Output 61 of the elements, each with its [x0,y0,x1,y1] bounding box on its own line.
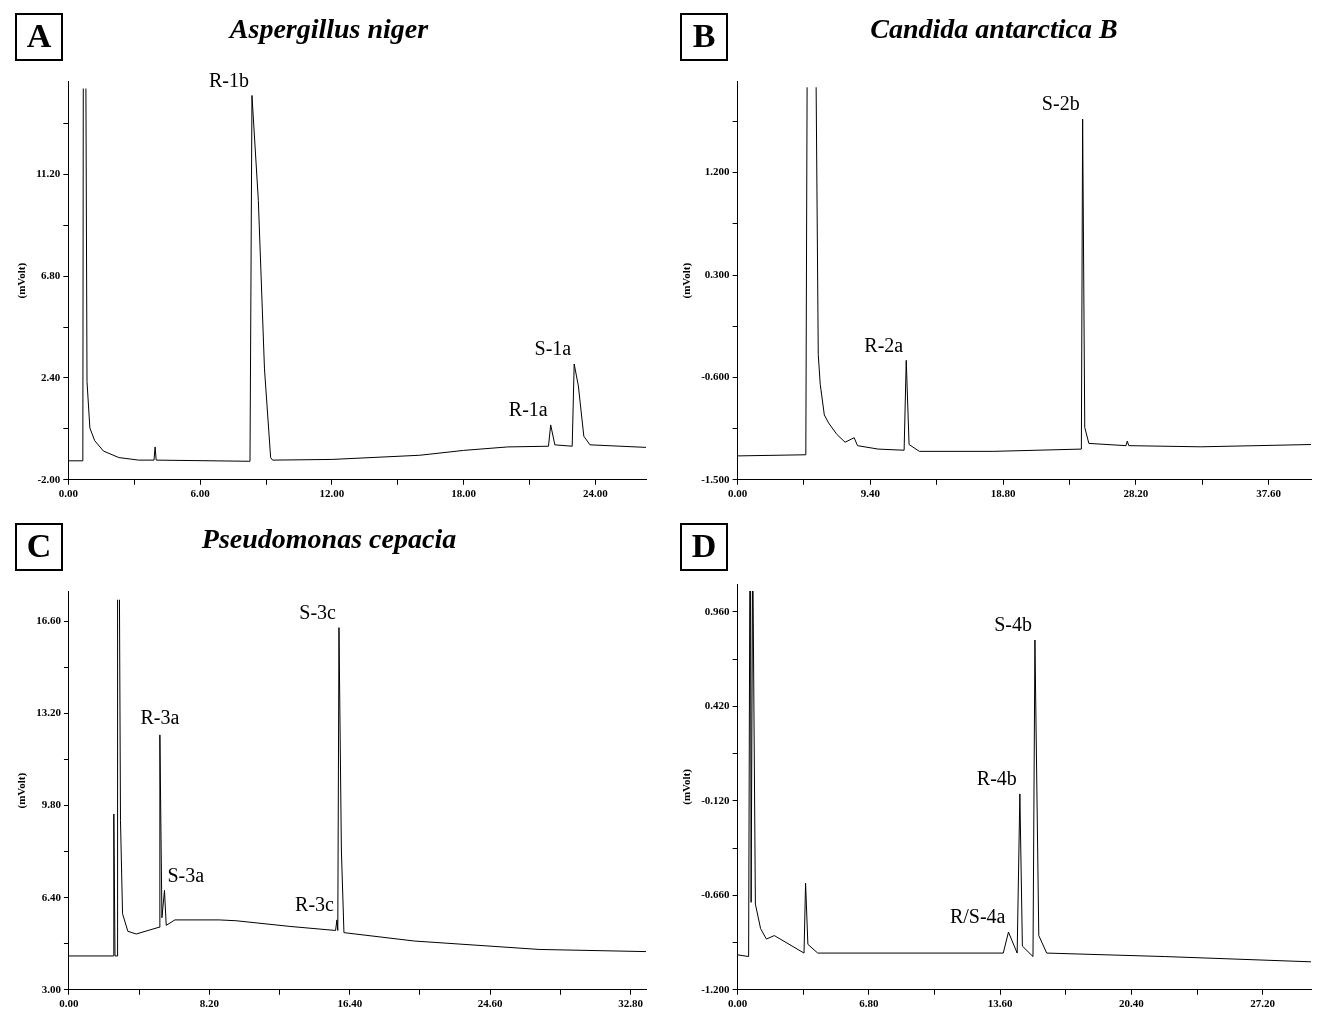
annotation: R-1b [208,68,249,91]
y-tick-label: 1.200 [704,165,731,178]
x-tick-label: 12.00 [319,487,345,500]
text: D [691,526,717,564]
y-axis-title: (mVolt) [15,772,29,809]
x-tick-label: 24.60 [477,997,504,1010]
y-tick-label: 6.40 [41,890,62,903]
annotation: S-3a [167,863,205,886]
text: B [692,16,716,54]
x-tick-label: 18.80 [990,487,1016,500]
annotation: S-4b [994,613,1032,636]
y-axis-title: (mVolt) [15,262,29,299]
annotation: R-1a [508,398,548,421]
x-tick-label: 0.00 [727,487,748,500]
x-tick-label: 27.20 [1250,997,1276,1010]
annotation: R-2a [864,333,904,356]
x-tick-label: 0.00 [59,997,80,1010]
y-axis-title: (mVolt) [680,768,694,805]
y-tick-label: 13.20 [36,706,62,719]
y-tick-label: 2.40 [41,370,61,383]
y-tick-label: 0.420 [704,699,731,712]
y-tick-label: -1.500 [701,472,731,485]
y-tick-label: 0.960 [704,604,731,617]
y-tick-label: 16.60 [36,614,62,627]
y-tick-label: -0.120 [701,793,731,806]
chart-title: Candida antarctica B [870,13,1118,45]
y-tick-label: 9.80 [41,798,62,811]
y-tick-label: 0.300 [704,267,731,280]
x-tick-label: 6.00 [190,487,211,500]
x-tick-label: 32.80 [618,997,644,1010]
y-tick-label: -0.600 [701,370,731,383]
x-tick-label: 8.20 [199,997,220,1010]
annotation: S-3c [299,600,337,623]
annotation: R-3c [295,893,335,916]
x-tick-label: 28.20 [1123,487,1149,500]
x-tick-label: 9.40 [860,487,881,500]
y-tick-label: -0.660 [701,888,731,901]
annotation: R-4b [976,767,1017,790]
y-tick-label: -2.00 [37,472,61,485]
y-tick-label: 6.80 [41,268,61,281]
y-tick-label: 3.00 [41,982,62,995]
x-tick-label: 16.40 [337,997,363,1010]
y-tick-label: -1.200 [701,982,731,995]
annotation: R-3a [140,706,180,729]
x-tick-label: 24.00 [583,487,609,500]
x-tick-label: 6.80 [859,997,880,1010]
x-tick-label: 0.00 [727,997,748,1010]
chart-title: Aspergillus niger [227,13,430,45]
x-tick-label: 13.60 [987,997,1014,1010]
annotation: R/S-4a [949,905,1006,928]
annotation: S-1a [534,337,572,360]
y-axis-title: (mVolt) [680,262,694,299]
x-tick-label: 20.40 [1119,997,1145,1010]
text: C [26,526,52,564]
x-tick-label: 0.00 [58,487,79,500]
annotation: S-2b [1041,92,1080,115]
text: A [26,16,52,54]
chart-title: Pseudomonas cepacia [200,523,457,555]
x-tick-label: 18.00 [451,487,477,500]
y-tick-label: 11.20 [36,167,61,180]
x-tick-label: 37.60 [1256,487,1282,500]
